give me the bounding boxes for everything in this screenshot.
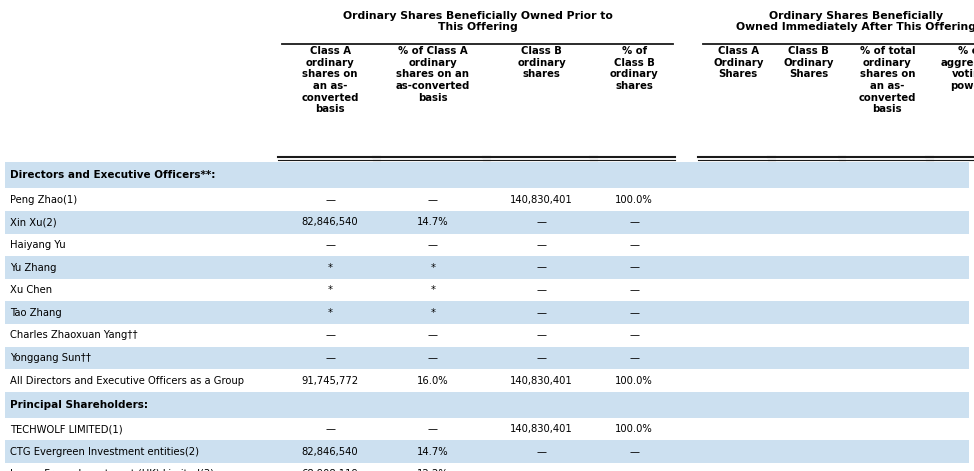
Text: 82,846,540: 82,846,540 bbox=[302, 447, 358, 457]
Text: *: * bbox=[327, 285, 333, 295]
Text: —: — bbox=[325, 424, 335, 434]
Text: —: — bbox=[629, 469, 639, 471]
Text: % of
Class B
ordinary
shares: % of Class B ordinary shares bbox=[610, 46, 658, 91]
Text: —: — bbox=[325, 240, 335, 250]
Text: 100.0%: 100.0% bbox=[616, 195, 653, 205]
Text: 140,830,401: 140,830,401 bbox=[510, 424, 573, 434]
Text: —: — bbox=[325, 195, 335, 205]
Text: —: — bbox=[537, 308, 546, 318]
Bar bbox=[5, 301, 969, 324]
Text: % of Class A
ordinary
shares on an
as-converted
basis: % of Class A ordinary shares on an as-co… bbox=[395, 46, 470, 103]
Text: —: — bbox=[537, 447, 546, 457]
Text: —: — bbox=[325, 353, 335, 363]
Text: —: — bbox=[537, 469, 546, 471]
Text: 14.7%: 14.7% bbox=[417, 447, 449, 457]
Text: 91,745,772: 91,745,772 bbox=[302, 375, 358, 386]
Bar bbox=[5, 162, 969, 188]
Text: TECHWOLF LIMITED(1): TECHWOLF LIMITED(1) bbox=[10, 424, 123, 434]
Text: —: — bbox=[428, 424, 438, 434]
Text: —: — bbox=[629, 217, 639, 227]
Text: Xu Chen: Xu Chen bbox=[10, 285, 52, 295]
Bar bbox=[5, 463, 969, 471]
Text: —: — bbox=[428, 195, 438, 205]
Text: 14.7%: 14.7% bbox=[417, 217, 449, 227]
Text: 68,908,119: 68,908,119 bbox=[302, 469, 358, 471]
Text: —: — bbox=[537, 353, 546, 363]
Text: —: — bbox=[537, 262, 546, 273]
Text: —: — bbox=[629, 330, 639, 341]
Text: *: * bbox=[431, 308, 435, 318]
Text: —: — bbox=[537, 285, 546, 295]
Text: Class A
ordinary
shares on
an as-
converted
basis: Class A ordinary shares on an as- conver… bbox=[301, 46, 359, 114]
Text: Class B
ordinary
shares: Class B ordinary shares bbox=[517, 46, 566, 79]
Bar bbox=[5, 279, 969, 301]
Text: —: — bbox=[629, 447, 639, 457]
Text: All Directors and Executive Officers as a Group: All Directors and Executive Officers as … bbox=[10, 375, 244, 386]
Text: —: — bbox=[428, 330, 438, 341]
Text: —: — bbox=[537, 217, 546, 227]
Bar bbox=[5, 211, 969, 234]
Text: 140,830,401: 140,830,401 bbox=[510, 375, 573, 386]
Text: —: — bbox=[537, 330, 546, 341]
Bar bbox=[5, 234, 969, 256]
Text: *: * bbox=[327, 308, 333, 318]
Text: —: — bbox=[428, 353, 438, 363]
Bar bbox=[5, 347, 969, 369]
Bar bbox=[5, 256, 969, 279]
Text: Ordinary Shares Beneficially
Owned Immediately After This Offering: Ordinary Shares Beneficially Owned Immed… bbox=[736, 11, 974, 32]
Text: Class B
Ordinary
Shares: Class B Ordinary Shares bbox=[783, 46, 834, 79]
Text: 16.0%: 16.0% bbox=[417, 375, 449, 386]
Text: Charles Zhaoxuan Yang††: Charles Zhaoxuan Yang†† bbox=[10, 330, 137, 341]
Text: Class A
Ordinary
Shares: Class A Ordinary Shares bbox=[713, 46, 764, 79]
Text: Haiyang Yu: Haiyang Yu bbox=[10, 240, 65, 250]
Text: Ordinary Shares Beneficially Owned Prior to
This Offering: Ordinary Shares Beneficially Owned Prior… bbox=[343, 11, 613, 32]
Text: —: — bbox=[428, 240, 438, 250]
Text: Yu Zhang: Yu Zhang bbox=[10, 262, 56, 273]
Text: Peng Zhao(1): Peng Zhao(1) bbox=[10, 195, 77, 205]
Bar bbox=[5, 369, 969, 392]
Text: 100.0%: 100.0% bbox=[616, 375, 653, 386]
Text: Directors and Executive Officers**:: Directors and Executive Officers**: bbox=[10, 171, 215, 180]
Text: —: — bbox=[629, 240, 639, 250]
Text: —: — bbox=[325, 330, 335, 341]
Text: Yonggang Sun††: Yonggang Sun†† bbox=[10, 353, 91, 363]
Text: *: * bbox=[431, 262, 435, 273]
Text: % of
aggregate
voting
power†: % of aggregate voting power† bbox=[941, 46, 974, 91]
Bar bbox=[5, 392, 969, 418]
Text: CTG Evergreen Investment entities(2): CTG Evergreen Investment entities(2) bbox=[10, 447, 199, 457]
Text: Principal Shareholders:: Principal Shareholders: bbox=[10, 400, 148, 410]
Text: —: — bbox=[537, 240, 546, 250]
Text: *: * bbox=[327, 262, 333, 273]
Text: Tao Zhang: Tao Zhang bbox=[10, 308, 61, 318]
Text: *: * bbox=[431, 285, 435, 295]
Text: —: — bbox=[629, 308, 639, 318]
Text: —: — bbox=[629, 285, 639, 295]
Text: 140,830,401: 140,830,401 bbox=[510, 195, 573, 205]
Text: 100.0%: 100.0% bbox=[616, 424, 653, 434]
Text: —: — bbox=[629, 353, 639, 363]
Bar bbox=[5, 440, 969, 463]
Bar bbox=[5, 418, 969, 440]
Text: Image Frame Investment (HK) Limited(3): Image Frame Investment (HK) Limited(3) bbox=[10, 469, 213, 471]
Text: —: — bbox=[629, 262, 639, 273]
Text: 12.2%: 12.2% bbox=[417, 469, 449, 471]
Text: Xin Xu(2): Xin Xu(2) bbox=[10, 217, 56, 227]
Bar bbox=[5, 188, 969, 211]
Bar bbox=[5, 324, 969, 347]
Text: 82,846,540: 82,846,540 bbox=[302, 217, 358, 227]
Text: % of total
ordinary
shares on
an as-
converted
basis: % of total ordinary shares on an as- con… bbox=[858, 46, 917, 114]
